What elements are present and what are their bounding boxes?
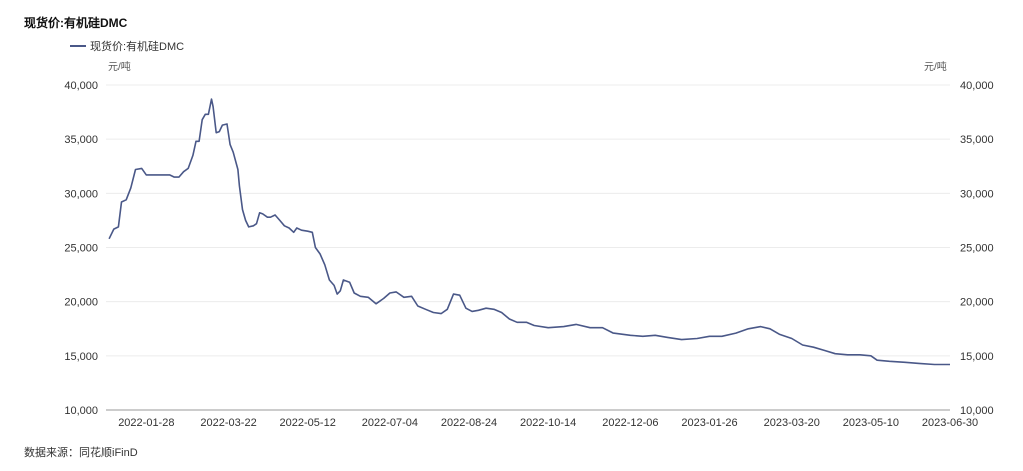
legend-label: 现货价:有机硅DMC [90,41,185,53]
y-tick-right-5: 35,000 [960,134,994,146]
x-tick-3: 2022-07-04 [362,417,418,429]
y-tick-left-5: 35,000 [64,134,98,146]
y-tick-left-4: 30,000 [64,188,98,200]
x-tick-9: 2023-05-10 [843,417,899,429]
y-tick-right-4: 30,000 [960,188,994,200]
y-tick-right-1: 15,000 [960,351,994,363]
y-tick-right-3: 25,000 [960,243,994,255]
x-tick-5: 2022-10-14 [520,417,576,429]
legend[interactable]: 现货价:有机硅DMC [70,38,184,54]
x-tick-2: 2022-05-12 [280,417,336,429]
chart-title: 现货价:有机硅DMC [24,16,128,30]
left-axis-unit: 元/吨 [108,62,131,73]
y-tick-left-6: 40,000 [64,80,98,92]
right-axis-unit: 元/吨 [924,62,947,73]
y-tick-right-6: 40,000 [960,80,994,92]
x-tick-6: 2022-12-06 [602,417,658,429]
y-tick-left-3: 25,000 [64,243,98,255]
x-tick-8: 2023-03-20 [764,417,820,429]
y-tick-left-1: 15,000 [64,351,98,363]
x-tick-1: 2022-03-22 [200,417,256,429]
x-tick-7: 2023-01-26 [681,417,737,429]
data-source: 数据来源：同花顺iFinD [24,447,138,459]
legend-line-swatch [70,45,86,47]
x-tick-10: 2023-06-30 [922,417,978,429]
y-tick-left-2: 20,000 [64,297,98,309]
series-line-0 [108,98,950,366]
x-tick-4: 2022-08-24 [441,417,497,429]
y-tick-right-2: 20,000 [960,297,994,309]
y-tick-right-0: 10,000 [960,405,994,417]
y-tick-left-0: 10,000 [64,405,98,417]
x-tick-0: 2022-01-28 [118,417,174,429]
